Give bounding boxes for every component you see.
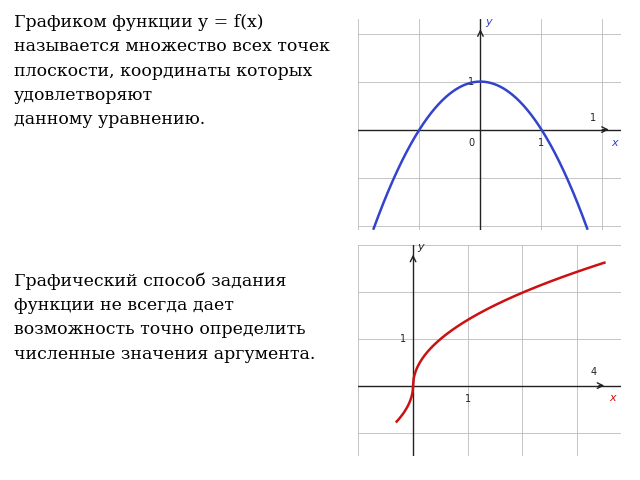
Text: 1: 1 [401, 334, 406, 344]
Text: y: y [417, 242, 424, 252]
Text: 4: 4 [591, 368, 596, 377]
Text: 0: 0 [468, 138, 474, 148]
Text: 1: 1 [465, 394, 471, 404]
Text: 1: 1 [590, 113, 596, 122]
Text: x: x [609, 393, 616, 403]
Text: x: x [611, 138, 618, 148]
Text: 1: 1 [538, 138, 545, 148]
Text: Графиком функции y = f(x)
называется множество всех точек
плоскости, координаты : Графиком функции y = f(x) называется мно… [13, 14, 330, 128]
Text: y: y [485, 17, 492, 26]
Text: Графический способ задания
функции не всегда дает
возможность точно определить
ч: Графический способ задания функции не вс… [13, 273, 315, 362]
Text: 1: 1 [468, 77, 474, 86]
